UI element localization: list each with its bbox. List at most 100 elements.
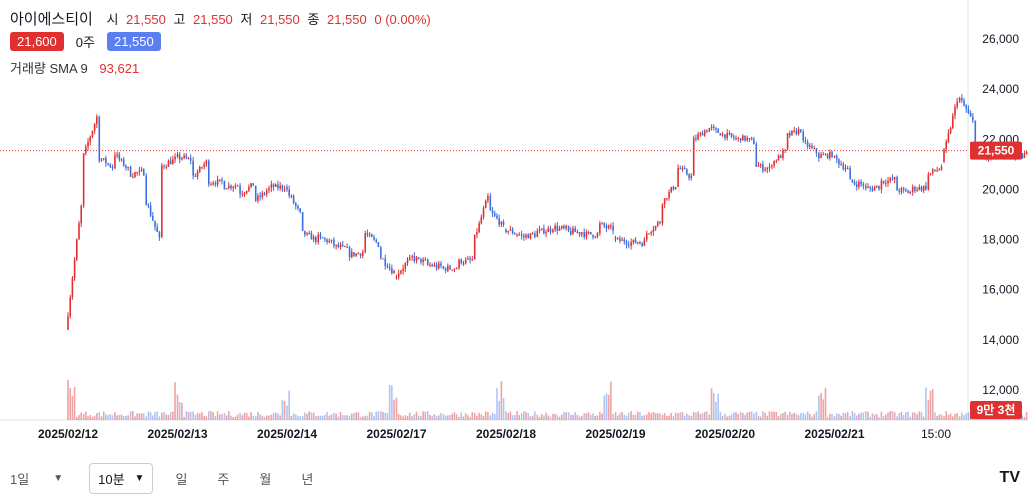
open-label: 시 <box>106 12 119 27</box>
volume-bar <box>417 415 420 420</box>
volume-bar <box>858 413 860 420</box>
volume-bar <box>549 416 552 420</box>
volume-bar <box>938 414 941 420</box>
candle-body <box>842 164 845 170</box>
range-select[interactable]: 1일 ▼ <box>10 469 63 488</box>
candle-body <box>668 191 670 199</box>
volume-bar <box>511 415 514 420</box>
option-month[interactable]: 월 <box>259 471 272 487</box>
candle-body <box>136 171 138 173</box>
candle-body <box>862 184 865 186</box>
candle-body <box>232 186 235 189</box>
candle-body <box>496 215 498 219</box>
option-year[interactable]: 년 <box>301 471 314 487</box>
candle-body <box>243 193 246 195</box>
candle-body <box>739 138 742 141</box>
volume-bar <box>310 412 313 420</box>
candle-body <box>565 225 567 229</box>
candle-body <box>762 164 764 171</box>
candle-body <box>849 168 851 180</box>
volume-bar <box>809 413 811 420</box>
volume-bar <box>232 416 235 420</box>
volume-bar <box>750 411 753 420</box>
volume-bar <box>806 411 809 420</box>
candle-body <box>764 169 766 171</box>
candle-body <box>824 154 827 156</box>
bottom-toolbar: 1일 ▼ 10분 ▼ 일 주 월 년 TV <box>0 455 1028 501</box>
candle-body <box>793 130 795 132</box>
candle-body <box>703 130 706 136</box>
volume-bar <box>576 414 579 420</box>
volume-bar <box>371 412 373 420</box>
candle-body <box>677 168 679 187</box>
candle-body <box>540 228 543 230</box>
candle-body <box>308 233 311 235</box>
volume-bar <box>945 411 947 420</box>
volume-bar <box>498 400 500 420</box>
candle-body <box>639 242 641 244</box>
candle-body <box>715 128 717 130</box>
volume-bar <box>444 415 447 420</box>
volume-bar <box>91 416 94 420</box>
volume-bar <box>116 415 118 420</box>
volume-bar <box>218 414 221 420</box>
volume-bar <box>632 414 635 420</box>
candle-body <box>167 160 170 167</box>
candle-body <box>599 223 601 234</box>
volume-bar <box>552 413 554 420</box>
volume-bar <box>406 415 409 420</box>
candle-body <box>572 228 574 235</box>
candle-body <box>100 159 103 161</box>
volume-bar <box>339 411 342 420</box>
volume-bar <box>109 414 112 420</box>
candle-body <box>172 159 174 165</box>
option-day[interactable]: 일 <box>175 471 188 487</box>
candle-body <box>304 230 306 235</box>
low-value: 21,550 <box>260 12 300 27</box>
volume-bar <box>234 416 237 420</box>
candle-body <box>674 186 677 190</box>
volume-bar <box>556 415 559 420</box>
candle-body <box>299 208 301 212</box>
volume-bar <box>245 412 248 420</box>
tradingview-logo[interactable]: TV <box>999 469 1020 486</box>
volume-bar <box>538 416 541 420</box>
candle-body <box>918 186 921 190</box>
option-week[interactable]: 주 <box>217 471 230 487</box>
interval-select[interactable]: 10분 ▼ <box>89 462 154 494</box>
candle-body <box>625 242 628 245</box>
candle-body <box>773 160 775 166</box>
volume-bar <box>543 415 545 420</box>
candle-body <box>601 223 603 225</box>
volume-bar <box>592 413 594 420</box>
candle-body <box>545 232 547 234</box>
volume-bar <box>730 414 733 420</box>
candle-body <box>885 183 887 185</box>
volume-bar <box>914 412 916 420</box>
candle-body <box>361 252 364 256</box>
candle-body <box>759 164 762 166</box>
candle-body <box>505 229 507 233</box>
volume-bar <box>290 415 293 420</box>
candle-body <box>326 239 328 243</box>
candle-body <box>359 253 362 256</box>
volume-legend: 거래량 SMA 9 93,621 <box>10 58 139 77</box>
volume-bar <box>668 415 670 420</box>
volume-bar <box>388 384 391 420</box>
volume-bar <box>768 411 771 420</box>
volume-bar <box>905 412 907 420</box>
volume-bar <box>147 411 150 420</box>
candle-body <box>514 233 516 235</box>
candle-body <box>507 230 509 233</box>
candle-body <box>666 198 668 200</box>
candle-body <box>96 116 98 125</box>
buy-price-tag[interactable]: 21,550 <box>106 32 161 51</box>
price-chart[interactable]: 26,00024,00022,00020,00018,00016,00014,0… <box>0 0 1028 455</box>
volume-bar <box>726 416 728 420</box>
volume-bar <box>458 416 460 420</box>
volume-bar <box>952 416 954 420</box>
volume-bar <box>252 415 255 420</box>
sell-price-tag[interactable]: 21,600 <box>10 32 64 51</box>
candle-body <box>89 136 92 142</box>
